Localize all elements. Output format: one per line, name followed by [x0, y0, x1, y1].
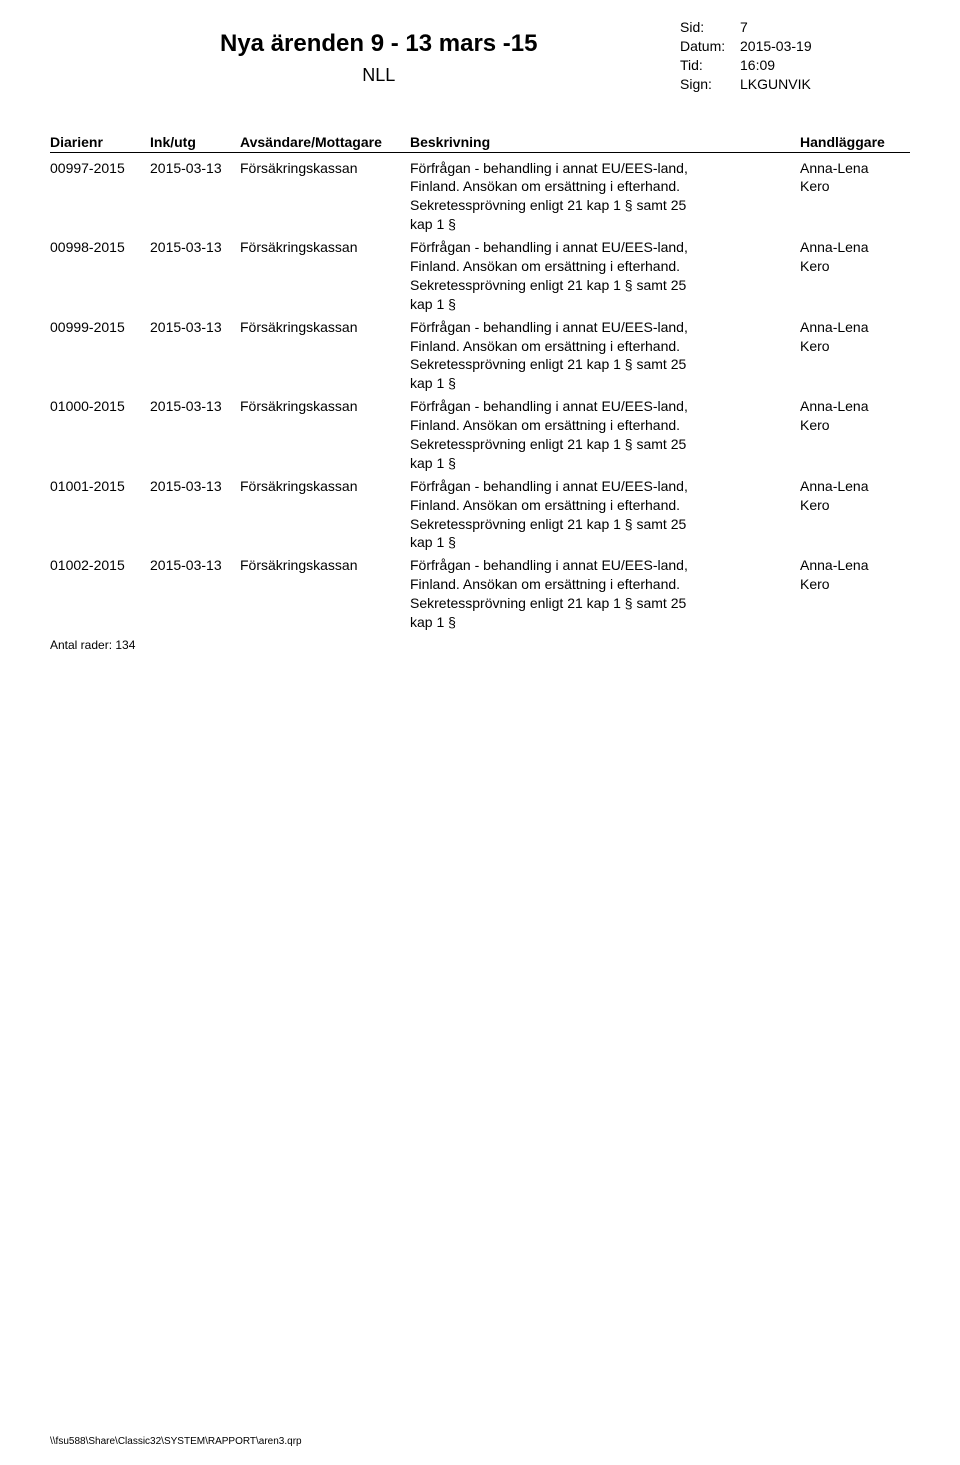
desc-line: Sekretessprövning enligt 21 kap 1 § samt…: [410, 594, 792, 613]
desc-line: kap 1 §: [410, 454, 792, 473]
desc-line: Förfrågan - behandling i annat EU/EES-la…: [410, 159, 792, 178]
desc-line: Finland. Ansökan om ersättning i efterha…: [410, 496, 792, 515]
handler-line: Anna-Lena: [800, 318, 920, 337]
cell-diarienr: 00997-2015: [50, 159, 150, 178]
desc-line: Sekretessprövning enligt 21 kap 1 § samt…: [410, 515, 792, 534]
handler-line: Anna-Lena: [800, 556, 920, 575]
cell-desc: Förfrågan - behandling i annat EU/EES-la…: [410, 159, 800, 235]
meta-sid-label: Sid:: [680, 18, 740, 37]
cell-sender: Försäkringskassan: [240, 159, 410, 178]
desc-line: Förfrågan - behandling i annat EU/EES-la…: [410, 318, 792, 337]
meta-datum-label: Datum:: [680, 37, 740, 56]
table-row: 01001-20152015-03-13FörsäkringskassanFör…: [50, 477, 910, 553]
cell-desc: Förfrågan - behandling i annat EU/EES-la…: [410, 556, 800, 632]
col-inkutg: Ink/utg: [150, 134, 240, 150]
meta-sign: Sign: LKGUNVIK: [680, 75, 850, 94]
meta-sign-value: LKGUNVIK: [740, 75, 850, 94]
handler-line: Kero: [800, 575, 920, 594]
col-diarienr: Diarienr: [50, 134, 150, 150]
cell-diarienr: 00998-2015: [50, 238, 150, 257]
cell-diarienr: 01001-2015: [50, 477, 150, 496]
meta-block: Sid: 7 Datum: 2015-03-19 Tid: 16:09 Sign…: [680, 18, 850, 94]
cell-diarienr: 01000-2015: [50, 397, 150, 416]
meta-sign-label: Sign:: [680, 75, 740, 94]
desc-line: Finland. Ansökan om ersättning i efterha…: [410, 416, 792, 435]
cell-inkutg: 2015-03-13: [150, 318, 240, 337]
cell-handler: Anna-LenaKero: [800, 238, 920, 276]
table-row: 00998-20152015-03-13FörsäkringskassanFör…: [50, 238, 910, 314]
table-row: 01000-20152015-03-13FörsäkringskassanFör…: [50, 397, 910, 473]
meta-sid-value: 7: [740, 18, 850, 37]
cell-desc: Förfrågan - behandling i annat EU/EES-la…: [410, 238, 800, 314]
desc-line: kap 1 §: [410, 533, 792, 552]
cell-inkutg: 2015-03-13: [150, 238, 240, 257]
cell-sender: Försäkringskassan: [240, 238, 410, 257]
cell-sender: Försäkringskassan: [240, 556, 410, 575]
cell-handler: Anna-LenaKero: [800, 318, 920, 356]
handler-line: Anna-Lena: [800, 477, 920, 496]
handler-line: Kero: [800, 177, 920, 196]
cell-inkutg: 2015-03-13: [150, 159, 240, 178]
cell-inkutg: 2015-03-13: [150, 397, 240, 416]
handler-line: Kero: [800, 416, 920, 435]
desc-line: Finland. Ansökan om ersättning i efterha…: [410, 257, 792, 276]
cell-handler: Anna-LenaKero: [800, 159, 920, 197]
cell-sender: Försäkringskassan: [240, 318, 410, 337]
desc-line: Sekretessprövning enligt 21 kap 1 § samt…: [410, 196, 792, 215]
cell-desc: Förfrågan - behandling i annat EU/EES-la…: [410, 477, 800, 553]
cell-diarienr: 01002-2015: [50, 556, 150, 575]
cell-sender: Försäkringskassan: [240, 397, 410, 416]
desc-line: kap 1 §: [410, 215, 792, 234]
desc-line: kap 1 §: [410, 613, 792, 632]
rows-container: 00997-20152015-03-13FörsäkringskassanFör…: [50, 159, 910, 632]
handler-line: Kero: [800, 257, 920, 276]
handler-line: Anna-Lena: [800, 397, 920, 416]
columns-header: Diarienr Ink/utg Avsändare/Mottagare Bes…: [50, 134, 910, 153]
cell-inkutg: 2015-03-13: [150, 556, 240, 575]
desc-line: Förfrågan - behandling i annat EU/EES-la…: [410, 556, 792, 575]
cell-handler: Anna-LenaKero: [800, 477, 920, 515]
desc-line: Finland. Ansökan om ersättning i efterha…: [410, 177, 792, 196]
total-row: Antal rader: 134: [50, 638, 910, 652]
table-row: 01002-20152015-03-13FörsäkringskassanFör…: [50, 556, 910, 632]
desc-line: kap 1 §: [410, 295, 792, 314]
handler-line: Kero: [800, 496, 920, 515]
cell-inkutg: 2015-03-13: [150, 477, 240, 496]
page-title: Nya ärenden 9 - 13 mars -15: [220, 30, 538, 59]
meta-tid-label: Tid:: [680, 56, 740, 75]
page-subtitle: NLL: [220, 65, 538, 86]
desc-line: Finland. Ansökan om ersättning i efterha…: [410, 337, 792, 356]
desc-line: Sekretessprövning enligt 21 kap 1 § samt…: [410, 435, 792, 454]
title-block: Nya ärenden 9 - 13 mars -15 NLL: [220, 30, 538, 86]
col-sender: Avsändare/Mottagare: [240, 134, 410, 150]
meta-datum-value: 2015-03-19: [740, 37, 850, 56]
cell-sender: Försäkringskassan: [240, 477, 410, 496]
desc-line: Sekretessprövning enligt 21 kap 1 § samt…: [410, 276, 792, 295]
footer-path: \\fsu588\Share\Classic32\SYSTEM\RAPPORT\…: [50, 1436, 302, 1447]
handler-line: Kero: [800, 337, 920, 356]
cell-handler: Anna-LenaKero: [800, 556, 920, 594]
cell-handler: Anna-LenaKero: [800, 397, 920, 435]
meta-datum: Datum: 2015-03-19: [680, 37, 850, 56]
meta-tid: Tid: 16:09: [680, 56, 850, 75]
desc-line: Finland. Ansökan om ersättning i efterha…: [410, 575, 792, 594]
table-row: 00999-20152015-03-13FörsäkringskassanFör…: [50, 318, 910, 394]
desc-line: Förfrågan - behandling i annat EU/EES-la…: [410, 477, 792, 496]
cell-diarienr: 00999-2015: [50, 318, 150, 337]
desc-line: Förfrågan - behandling i annat EU/EES-la…: [410, 238, 792, 257]
meta-tid-value: 16:09: [740, 56, 850, 75]
cell-desc: Förfrågan - behandling i annat EU/EES-la…: [410, 397, 800, 473]
meta-sid: Sid: 7: [680, 18, 850, 37]
handler-line: Anna-Lena: [800, 159, 920, 178]
col-handler: Handläggare: [800, 134, 920, 150]
cell-desc: Förfrågan - behandling i annat EU/EES-la…: [410, 318, 800, 394]
table-row: 00997-20152015-03-13FörsäkringskassanFör…: [50, 159, 910, 235]
desc-line: kap 1 §: [410, 374, 792, 393]
desc-line: Förfrågan - behandling i annat EU/EES-la…: [410, 397, 792, 416]
handler-line: Anna-Lena: [800, 238, 920, 257]
desc-line: Sekretessprövning enligt 21 kap 1 § samt…: [410, 355, 792, 374]
page-header: Nya ärenden 9 - 13 mars -15 NLL Sid: 7 D…: [50, 30, 910, 94]
col-desc: Beskrivning: [410, 134, 800, 150]
